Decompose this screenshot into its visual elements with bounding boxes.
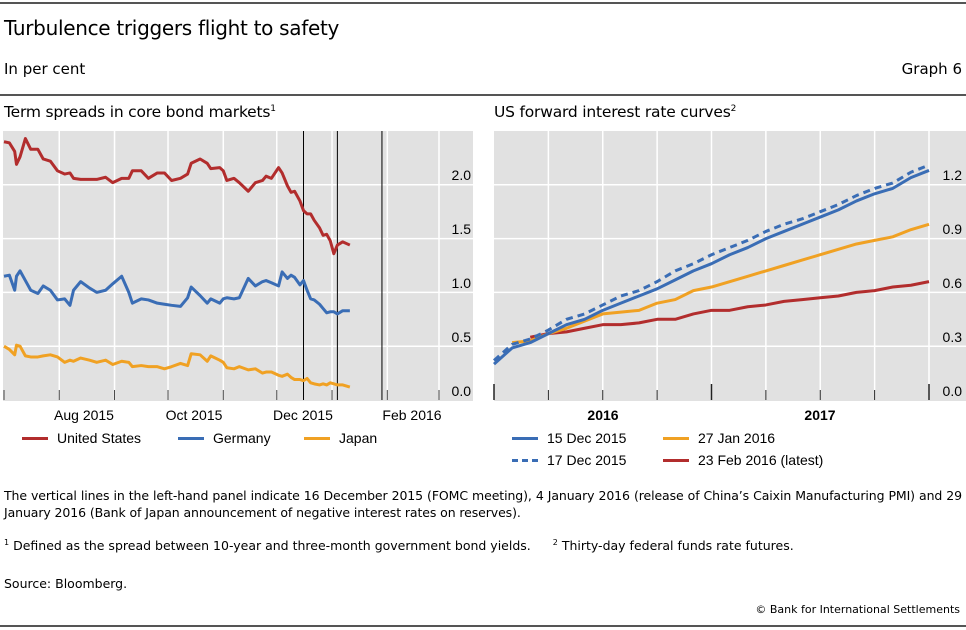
series-line-23-feb-2016-latest (529, 280, 930, 339)
legend-swatch (512, 436, 538, 440)
left-x-label: Dec 2015 (273, 407, 333, 423)
explanatory-note: The vertical lines in the left-hand pane… (4, 488, 962, 520)
left-x-label: Aug 2015 (54, 407, 114, 423)
header-rule (0, 94, 966, 96)
legend-item-23-feb-2016: 23 Feb 2016 (latest) (663, 452, 823, 468)
footnote-2-marker: 2 (552, 538, 558, 547)
legend-item-15-dec-2015: 15 Dec 2015 (512, 430, 626, 446)
right-x-label: 2016 (587, 407, 618, 423)
legend-label: Germany (213, 430, 271, 446)
units-label: In per cent (4, 60, 86, 78)
right-x-label: 2017 (804, 407, 835, 423)
right-y-label: 0.0 (943, 383, 963, 399)
legend-item-27-jan-2016: 27 Jan 2016 (663, 430, 775, 446)
series-line-17-dec-2015 (493, 163, 930, 362)
graph-number: Graph 6 (901, 60, 962, 78)
right-panel-title: US forward interest rate curves2 (494, 103, 736, 121)
right-series (493, 163, 930, 366)
footnote-2: Thirty-day federal funds rate futures. (561, 538, 794, 554)
legend-label: 23 Feb 2016 (latest) (698, 452, 824, 468)
left-panel-title-text: Term spreads in core bond markets (4, 103, 271, 121)
right-y-label: 0.9 (943, 221, 963, 237)
left-y-label: 1.0 (452, 275, 472, 291)
left-y-label: 0.0 (452, 383, 472, 399)
legend-item-17-dec-2015: 17 Dec 2015 (512, 452, 626, 468)
legend-label: 15 Dec 2015 (547, 430, 627, 446)
bottom-rule (0, 625, 966, 627)
series-line-united-states (3, 137, 351, 256)
footnote-marker: 1 (270, 103, 276, 114)
legend-label: United States (57, 430, 142, 446)
series-line-germany (3, 269, 350, 316)
legend-swatch-dashed (512, 458, 538, 462)
series-line-15-dec-2015 (493, 169, 930, 366)
left-panel-title: Term spreads in core bond markets1 (4, 103, 276, 121)
left-plot-area (3, 131, 473, 401)
legend-item-germany: Germany (178, 430, 271, 446)
left-x-label: Feb 2016 (382, 407, 441, 423)
footnotes: 1 Defined as the spread between 10-year a… (4, 538, 794, 553)
left-x-ticks (3, 390, 440, 400)
left-y-label: 2.0 (452, 167, 472, 183)
left-event-markers (303, 131, 383, 400)
chart-title: Turbulence triggers flight to safety (4, 16, 340, 40)
right-y-label: 1.2 (943, 167, 963, 183)
series-line-japan (3, 343, 351, 389)
legend-item-japan: Japan (304, 430, 377, 446)
footnote-marker: 2 (730, 103, 737, 114)
right-x-ticks (493, 384, 930, 400)
left-y-label: 0.5 (452, 329, 472, 345)
footnote-1: Defined as the spread between 10-year an… (13, 538, 531, 554)
top-rule (0, 2, 966, 4)
copyright: © Bank for International Settlements (755, 603, 960, 616)
legend-label: 27 Jan 2016 (698, 430, 776, 446)
legend-swatch (663, 436, 689, 440)
legend-label: Japan (339, 430, 378, 446)
right-y-label: 0.3 (943, 329, 963, 345)
right-plot-area (494, 131, 966, 401)
legend-item-united-states: United States (22, 430, 141, 446)
source-note: Source: Bloomberg. (4, 576, 128, 591)
legend-swatch (22, 436, 48, 440)
legend-swatch (663, 458, 689, 462)
left-series (3, 137, 351, 389)
footnote-1-marker: 1 (4, 538, 10, 547)
legend-swatch (304, 436, 330, 440)
left-y-label: 1.5 (452, 221, 472, 237)
legend-swatch (178, 436, 204, 440)
legend-label: 17 Dec 2015 (547, 452, 627, 468)
left-x-label: Oct 2015 (166, 407, 223, 423)
right-y-label: 0.6 (943, 275, 963, 291)
charts-canvas: 2.0 1.5 1.0 0.5 0.0 Aug 2015 Oct 2015 De… (3, 131, 966, 423)
right-panel-title-text: US forward interest rate curves (494, 103, 731, 121)
series-line-27-jan-2016 (511, 222, 930, 345)
